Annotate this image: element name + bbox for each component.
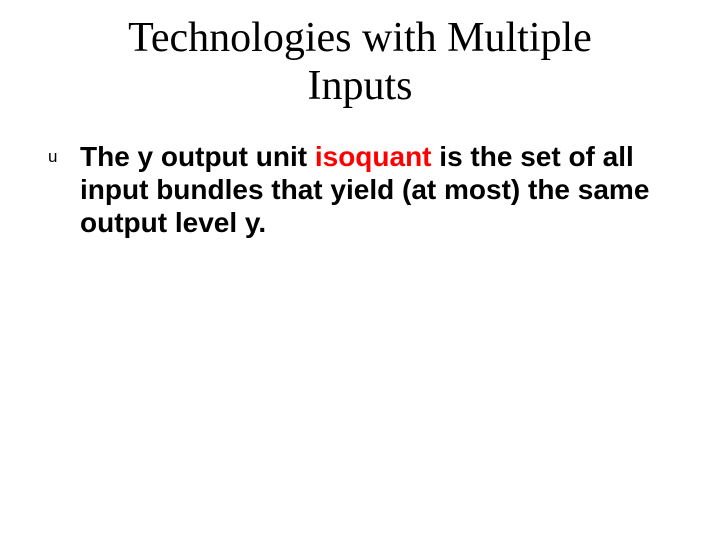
slide-title: Technologies with Multiple Inputs [0,0,720,111]
title-line-2: Inputs [308,63,413,109]
bullet-item: u The y output unit isoquant is the set … [48,140,660,239]
bullet-marker: u [48,140,80,174]
slide-body: u The y output unit isoquant is the set … [48,140,660,239]
bullet-text: The y output unit isoquant is the set of… [80,140,660,239]
slide: Technologies with Multiple Inputs u The … [0,0,720,540]
bullet-text-before: The y output unit [80,141,315,172]
title-line-1: Technologies with Multiple [128,15,592,61]
bullet-keyword: isoquant [315,141,432,172]
